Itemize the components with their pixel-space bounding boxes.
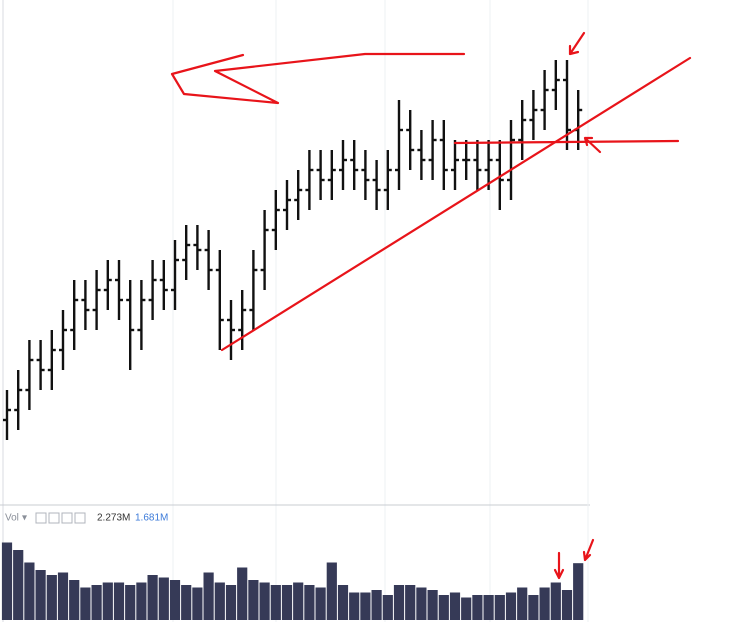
- volume-pane: [1, 542, 584, 620]
- volume-bar: [169, 580, 181, 620]
- volume-bar: [337, 585, 349, 620]
- volume-bar: [416, 587, 427, 620]
- volume-bar: [35, 570, 46, 620]
- dropdown[interactable]: ▾: [22, 513, 27, 524]
- volume-bar: [24, 562, 35, 620]
- volume-bar: [136, 582, 147, 620]
- volume-bar: [449, 592, 461, 620]
- volume-bar: [326, 562, 337, 620]
- volume-bar: [270, 585, 281, 620]
- volume-bar: [561, 590, 573, 620]
- volume-bar: [427, 590, 438, 620]
- volume-bar: [517, 587, 528, 620]
- volume-bar: [315, 587, 326, 620]
- volume-bar: [1, 542, 13, 620]
- volume-bar: [113, 582, 125, 620]
- volume-bar: [293, 582, 304, 620]
- volume-bar: [203, 572, 214, 620]
- icon[interactable]: [48, 512, 60, 524]
- volume-bar: [371, 590, 382, 620]
- trend-line: [220, 56, 692, 352]
- volume-bar: [214, 582, 225, 620]
- volume-bar: [147, 575, 158, 620]
- volume-bar: [304, 585, 315, 620]
- volume-bar: [102, 582, 113, 620]
- icon[interactable]: [74, 512, 86, 524]
- volume-bar: [237, 567, 248, 620]
- icon[interactable]: [61, 512, 73, 524]
- horizontal-line: [453, 139, 680, 145]
- volume-bar: [505, 592, 517, 620]
- volume-average: 1.681M: [135, 513, 168, 524]
- volume-bar: [181, 585, 192, 620]
- volume-bar: [360, 592, 371, 620]
- volume-bar: [69, 580, 80, 620]
- volume-bar: [281, 585, 293, 620]
- volume-bar: [393, 585, 405, 620]
- volume-label: Vol: [5, 513, 19, 524]
- volume-bar: [158, 577, 169, 620]
- volume-bar: [192, 587, 203, 620]
- volume-bar: [13, 550, 24, 620]
- arrow: [553, 551, 565, 580]
- volume-last: 2.273M: [97, 513, 130, 524]
- volume-bar: [494, 595, 505, 620]
- volume-bar: [125, 585, 136, 620]
- volume-bar: [472, 595, 483, 620]
- volume-bar: [382, 595, 393, 620]
- volume-bar: [57, 572, 69, 620]
- icon[interactable]: [35, 512, 47, 524]
- volume-bar: [46, 575, 57, 620]
- annotations: [170, 31, 692, 580]
- volume-bar: [528, 595, 539, 620]
- volume-bar: [349, 592, 360, 620]
- legend-icons: [35, 512, 86, 524]
- volume-bar: [483, 595, 494, 620]
- volume-bar: [225, 585, 237, 620]
- volume-bar: [539, 587, 550, 620]
- volume-bar: [80, 587, 91, 620]
- volume-bar: [248, 580, 259, 620]
- arrow: [583, 136, 602, 154]
- volume-bar: [461, 597, 472, 620]
- volume-bar: [259, 582, 270, 620]
- volume-bar: [550, 582, 561, 620]
- price-pane: [3, 60, 583, 440]
- volume-bar: [405, 585, 416, 620]
- arrow: [568, 31, 586, 56]
- volume-bar: [91, 585, 102, 620]
- arrow-scribble: [170, 52, 466, 105]
- volume-bar: [438, 595, 449, 620]
- volume-bar: [573, 563, 584, 620]
- arrow: [582, 538, 595, 562]
